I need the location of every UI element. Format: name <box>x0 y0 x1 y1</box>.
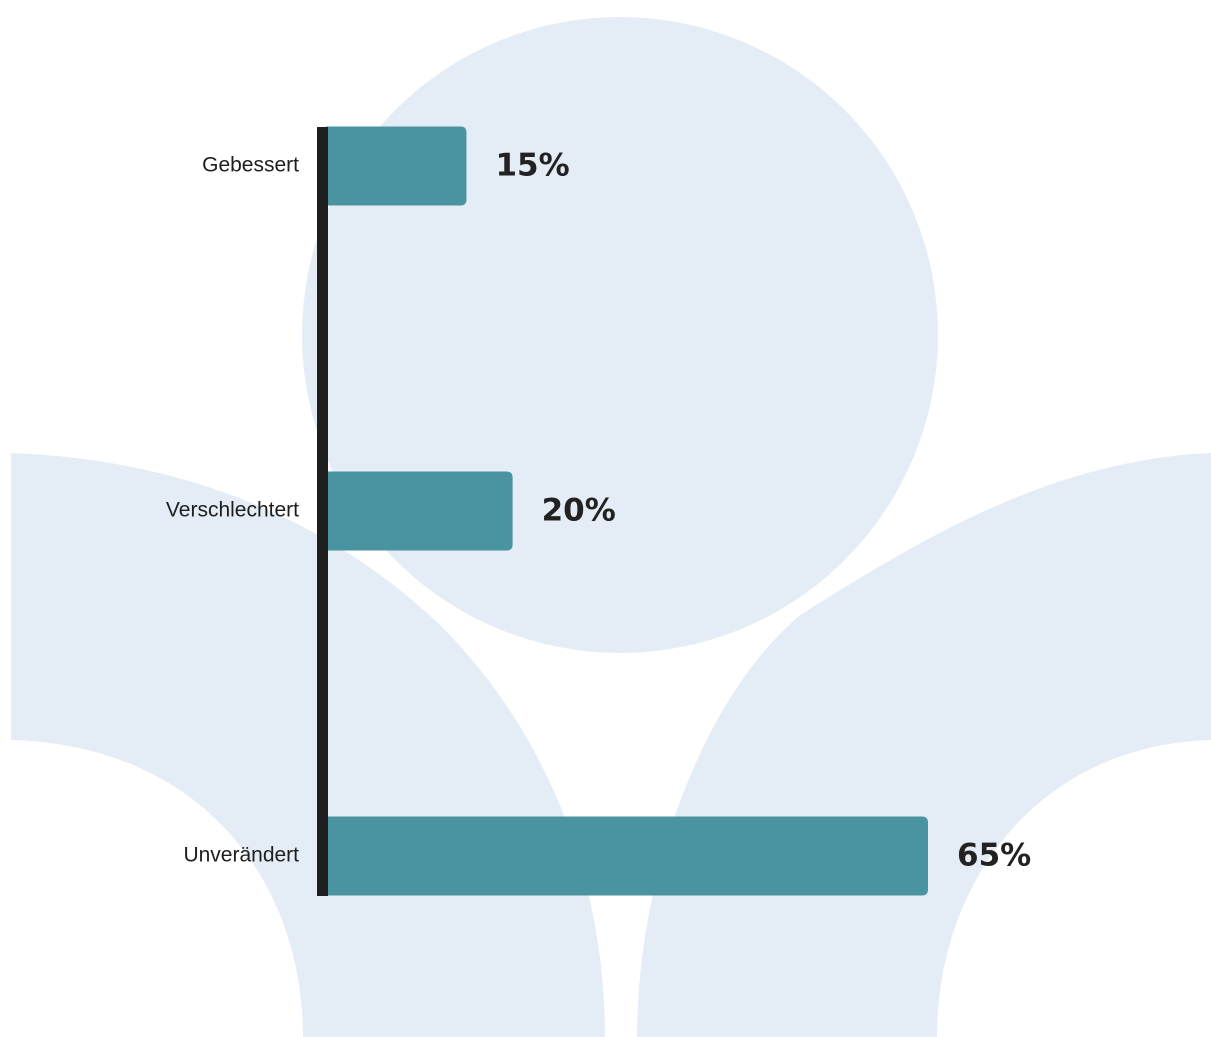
category-label-gebessert: Gebessert <box>202 154 299 177</box>
value-label-gebessert: 15% <box>495 148 569 184</box>
category-label-verschlechtert: Verschlechtert <box>166 499 299 522</box>
bars-group: Gebessert 15% Verschlechtert 20% Unverändert… <box>166 126 1031 896</box>
y-axis-line <box>317 127 328 896</box>
category-label-unver-ndert: Unverändert <box>183 844 299 867</box>
value-label-unver-ndert: 65% <box>957 838 1031 874</box>
watermark-circle <box>302 17 938 653</box>
value-label-verschlechtert: 20% <box>542 493 616 529</box>
bar-gebessert <box>326 126 467 206</box>
bar-verschlechtert <box>326 471 513 551</box>
bar-unver-ndert <box>326 816 928 896</box>
